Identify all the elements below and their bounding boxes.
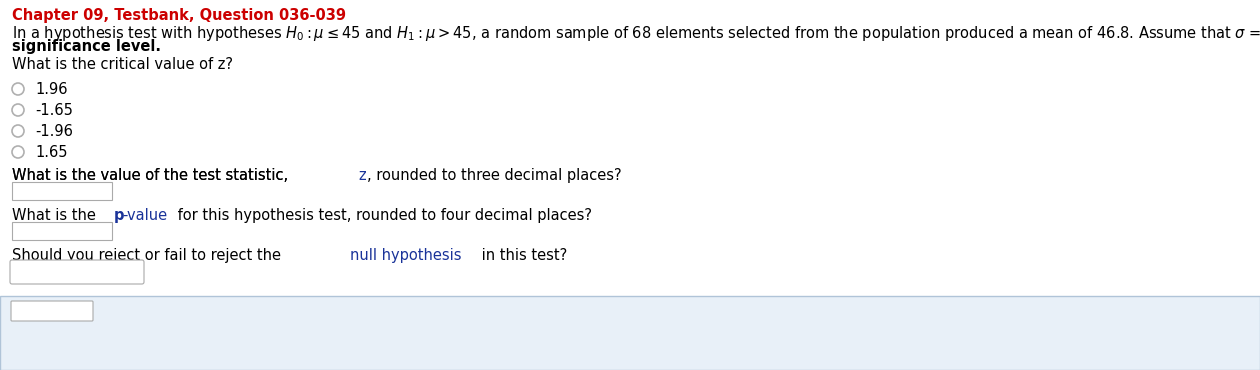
Text: z: z bbox=[359, 168, 367, 183]
Text: 1.96: 1.96 bbox=[35, 82, 68, 97]
Text: What is the: What is the bbox=[13, 208, 101, 223]
Text: Chapter 09, Testbank, Question 036-039: Chapter 09, Testbank, Question 036-039 bbox=[13, 8, 347, 23]
FancyBboxPatch shape bbox=[13, 222, 112, 240]
Text: significance level.: significance level. bbox=[13, 39, 161, 54]
Text: Should you reject or fail to reject the: Should you reject or fail to reject the bbox=[13, 248, 286, 263]
Text: null hypothesis: null hypothesis bbox=[350, 248, 462, 263]
Text: In a hypothesis test with hypotheses $H_0 : \mu \leq 45$ and $H_1 : \mu > 45$, a: In a hypothesis test with hypotheses $H_… bbox=[13, 24, 1260, 43]
Text: p: p bbox=[113, 208, 123, 223]
Text: for this hypothesis test, rounded to four decimal places?: for this hypothesis test, rounded to fou… bbox=[173, 208, 592, 223]
Text: , rounded to three decimal places?: , rounded to three decimal places? bbox=[367, 168, 622, 183]
Text: in this test?: in this test? bbox=[478, 248, 567, 263]
Text: ↕: ↕ bbox=[123, 267, 132, 277]
Text: -value: -value bbox=[122, 208, 168, 223]
FancyBboxPatch shape bbox=[11, 301, 93, 321]
Text: 1.65: 1.65 bbox=[35, 145, 68, 160]
Text: -1.96: -1.96 bbox=[35, 124, 73, 139]
Text: What is the value of the test statistic,: What is the value of the test statistic, bbox=[13, 168, 292, 183]
FancyBboxPatch shape bbox=[0, 296, 1260, 370]
FancyBboxPatch shape bbox=[13, 182, 112, 200]
Text: What is the value of the test statistic,: What is the value of the test statistic, bbox=[13, 168, 292, 183]
Text: -1.65: -1.65 bbox=[35, 103, 73, 118]
Text: What is the critical value of z?: What is the critical value of z? bbox=[13, 57, 233, 72]
FancyBboxPatch shape bbox=[10, 260, 144, 284]
